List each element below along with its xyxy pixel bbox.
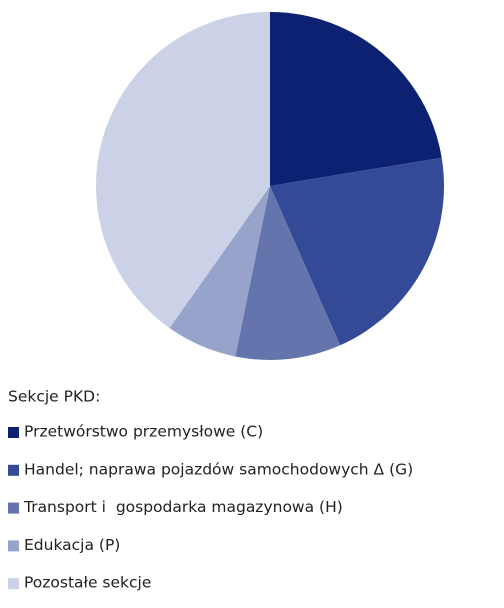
legend-swatch (8, 502, 19, 514)
legend-swatch (8, 578, 19, 590)
pie-slice (270, 12, 442, 186)
legend-label: Transport i gospodarka magazynowa (H) (23, 498, 343, 516)
legend-label: Edukacja (P) (24, 536, 120, 554)
legend-title: Sekcje PKD: (8, 388, 100, 406)
legend-swatch (8, 464, 19, 476)
pie-slice (270, 157, 444, 346)
legend-label: Pozostałe sekcje (24, 574, 151, 592)
pie-slice (95, 12, 271, 329)
legend-label: Handel; naprawa pojazdów samochodowych Δ… (24, 460, 413, 478)
legend-swatch (8, 540, 19, 552)
pie-slice (235, 186, 341, 360)
legend-label: Przetwórstwo przemysłowe (C) (24, 423, 263, 441)
legend-swatch (8, 427, 19, 438)
pie-slice (169, 186, 270, 357)
